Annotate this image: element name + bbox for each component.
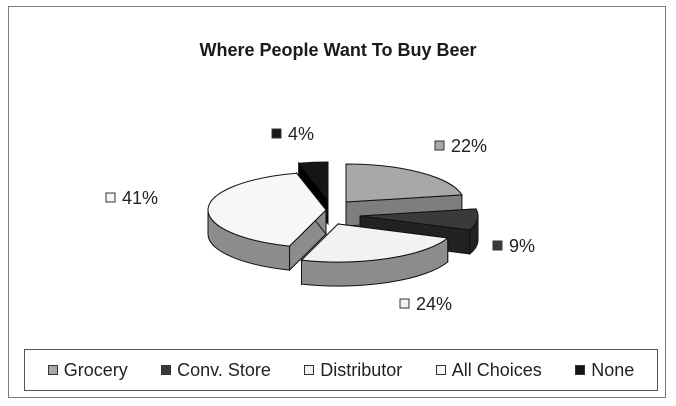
data-label-conv-store: 9% xyxy=(509,236,535,256)
pie-slice-top-none xyxy=(297,161,329,202)
legend-item-grocery: Grocery xyxy=(47,359,128,381)
legend-swatch-all-choices xyxy=(435,365,446,375)
data-label-marker-none xyxy=(271,128,282,139)
legend-label-none: None xyxy=(591,359,635,380)
data-label-grocery: 22% xyxy=(451,136,487,156)
data-label-all-choices: 41% xyxy=(122,188,158,208)
chart-legend: Grocery Conv. Store Distributor All Choi… xyxy=(24,349,658,391)
legend-swatch-grocery xyxy=(47,365,58,375)
legend-label-grocery: Grocery xyxy=(63,359,128,380)
chart-title: Where People Want To Buy Beer xyxy=(199,40,477,60)
legend-item-conv-store: Conv. Store xyxy=(161,360,271,381)
pie-slice-top-conv-store xyxy=(359,208,479,231)
legend-swatch-conv-store xyxy=(161,365,172,375)
legend-item-none: None xyxy=(575,360,634,381)
pie-slice-top-grocery xyxy=(345,163,463,203)
legend-item-distributor: Distributor xyxy=(304,360,402,381)
data-label-marker-grocery xyxy=(434,140,445,151)
pie-slice-all-choices xyxy=(207,171,327,272)
legend-label-distributor: Distributor xyxy=(320,359,403,380)
data-label-marker-distributor xyxy=(399,298,410,309)
legend-label-all-choices: All Choices xyxy=(451,359,542,380)
data-label-marker-conv-store xyxy=(492,240,503,251)
legend-item-all-choices: All Choices xyxy=(435,359,542,381)
data-label-none: 4% xyxy=(288,124,314,144)
data-label-marker-all-choices xyxy=(105,192,116,203)
legend-swatch-none xyxy=(575,365,586,375)
legend-label-conv-store: Conv. Store xyxy=(177,359,271,380)
legend-swatch-distributor xyxy=(304,365,315,375)
pie-slice-top-distributor xyxy=(300,223,449,263)
chart-frame xyxy=(8,6,666,398)
pie-slice-top-all-choices xyxy=(207,172,327,247)
data-label-distributor: 24% xyxy=(416,294,452,314)
pie-slice-distributor xyxy=(300,222,449,287)
